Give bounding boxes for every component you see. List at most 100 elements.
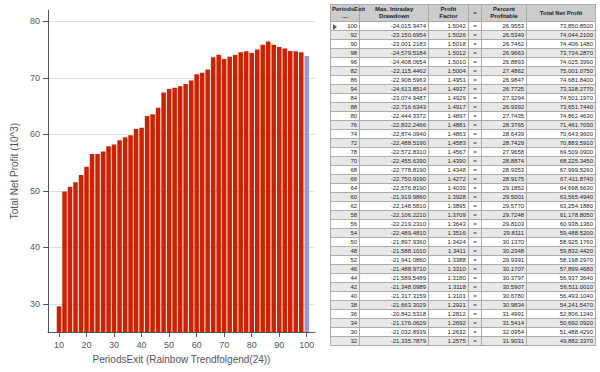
svg-text:50: 50 <box>164 340 174 350</box>
html-text:76: 76 <box>350 121 358 128</box>
html-text:Total Net Profit: Total Net Profit <box>539 9 583 16</box>
html-text:26.9392: 26.9392 <box>502 103 525 110</box>
html-text:-22,444.3372: -22,444.3372 <box>390 112 426 119</box>
html-text:-24,579.5184: -24,579.5184 <box>390 49 426 56</box>
html-text:1.4881: 1.4881 <box>447 121 466 128</box>
html-text:-23,150.6954: -23,150.6954 <box>390 31 426 38</box>
svg-text:10: 10 <box>54 340 64 350</box>
html-text:27.3294: 27.3294 <box>502 94 525 101</box>
html-text:26.7462: 26.7462 <box>502 40 525 47</box>
html-text:-22,716.6343: -22,716.6343 <box>390 103 426 110</box>
html-text:1.5018: 1.5018 <box>447 40 466 47</box>
html-text:69,509.0900: 69,509.0900 <box>559 148 593 155</box>
html-text:PeriodsExit ....: PeriodsExit .... <box>332 6 365 19</box>
html-text:-24,015.9474: -24,015.9474 <box>390 22 426 29</box>
svg-text:30: 30 <box>30 299 40 309</box>
html-text:28.7429: 28.7429 <box>502 139 525 146</box>
html-text:73,850.8500: 73,850.8500 <box>559 22 593 29</box>
html-text:1.4897: 1.4897 <box>447 112 466 119</box>
html-text:84: 84 <box>350 94 358 101</box>
html-text:88: 88 <box>350 103 358 110</box>
svg-text:PeriodsExit (Rainbow Trendfolg: PeriodsExit (Rainbow Trendfolgend(24)) <box>93 354 271 365</box>
html-text:74,044.2100: 74,044.2100 <box>559 31 593 38</box>
html-text:-22,488.5190: -22,488.5190 <box>390 139 426 146</box>
html-text:90: 90 <box>350 40 358 47</box>
svg-text:80: 80 <box>30 16 40 26</box>
html-text:26.9847: 26.9847 <box>502 76 525 83</box>
html-text:70,643.9600: 70,643.9600 <box>559 130 593 137</box>
html-text:26.8893: 26.8893 <box>502 58 525 65</box>
html-text:73,651.7440: 73,651.7440 <box>559 103 593 110</box>
html-text:-22,572.8310: -22,572.8310 <box>390 148 426 155</box>
svg-text:60: 60 <box>192 340 202 350</box>
html-text:1.4937: 1.4937 <box>447 85 466 92</box>
html-text:Percent Profitable: Percent Profitable <box>490 6 518 19</box>
html-text:1.4917: 1.4917 <box>447 103 466 110</box>
svg-text:70: 70 <box>219 340 229 350</box>
html-text:-22,832.2466: -22,832.2466 <box>390 121 426 128</box>
html-text:-22,874.0940: -22,874.0940 <box>390 130 426 137</box>
html-text:1.5012: 1.5012 <box>447 49 466 56</box>
html-text:71,461.7030: 71,461.7030 <box>559 121 593 128</box>
html-text:1.4567: 1.4567 <box>447 148 466 155</box>
html-text:-22,115.4462: -22,115.4462 <box>391 67 426 74</box>
html-text:1.5004: 1.5004 <box>447 67 466 74</box>
html-text:74: 74 <box>350 130 358 137</box>
html-text:26.9553: 26.9553 <box>502 22 525 29</box>
html-text:70,883.5910: 70,883.5910 <box>559 139 593 146</box>
html-text:1.4951: 1.4951 <box>447 76 466 83</box>
html-text:86: 86 <box>350 76 358 83</box>
html-text:74,862.4630: 74,862.4630 <box>559 112 593 119</box>
html-text:92: 92 <box>350 31 358 38</box>
html-text:-23,074.9487: -23,074.9487 <box>390 94 426 101</box>
html-text:28.6439: 28.6439 <box>502 130 525 137</box>
html-text:-22,908.5963: -22,908.5963 <box>390 76 426 83</box>
html-text:73,734.2870: 73,734.2870 <box>559 49 593 56</box>
html-text:1.5010: 1.5010 <box>447 58 466 65</box>
svg-text:60: 60 <box>30 129 40 139</box>
html-text:-23,001.2183: -23,001.2183 <box>390 40 426 47</box>
html-text:1.5026: 1.5026 <box>447 31 466 38</box>
html-text:74,681.8400: 74,681.8400 <box>559 76 593 83</box>
svg-text:Total Net Profit (10^3): Total Net Profit (10^3) <box>9 123 20 219</box>
html-text:27.4862: 27.4862 <box>502 67 525 74</box>
svg-text:30: 30 <box>109 340 119 350</box>
html-text:1.4863: 1.4863 <box>447 130 466 137</box>
html-text:Max. Intraday Drawdown: Max. Intraday Drawdown <box>374 6 414 19</box>
html-text:73,328.2770: 73,328.2770 <box>559 85 593 92</box>
html-text:-22,455.6390: -22,455.6390 <box>390 157 426 164</box>
html-text:94: 94 <box>350 85 358 92</box>
svg-text:40: 40 <box>30 242 40 252</box>
html-text:96: 96 <box>350 58 358 65</box>
html-text:98: 98 <box>350 49 358 56</box>
html-text:1.4929: 1.4929 <box>447 94 466 101</box>
html-text:1.5042: 1.5042 <box>447 22 466 29</box>
html-text:70: 70 <box>350 157 358 164</box>
html-text:74,025.3990: 74,025.3990 <box>559 58 593 65</box>
svg-text:20: 20 <box>82 340 92 350</box>
svg-text:50: 50 <box>30 186 40 196</box>
html-text:26.7725: 26.7725 <box>502 85 525 92</box>
html-text:100: 100 <box>347 22 358 29</box>
html-text:Profit Factor: Profit Factor <box>439 6 458 19</box>
html-text:27.9658: 27.9658 <box>502 148 525 155</box>
svg-text:90: 90 <box>274 340 284 350</box>
html-text:72: 72 <box>350 139 358 146</box>
html-text:75,001.0750: 75,001.0750 <box>559 67 593 74</box>
html-text:78: 78 <box>350 148 358 155</box>
html-text:26.5349: 26.5349 <box>502 31 525 38</box>
html-text:1.4583: 1.4583 <box>447 139 466 146</box>
html-text:-24,408.0654: -24,408.0654 <box>390 58 426 65</box>
svg-text:40: 40 <box>137 340 147 350</box>
svg-text:70: 70 <box>30 73 40 83</box>
html-text:80: 80 <box>350 112 358 119</box>
html-text:74,406.1480: 74,406.1480 <box>559 40 593 47</box>
html-text:-24,613.8514: -24,613.8514 <box>390 85 426 92</box>
svg-text:100: 100 <box>299 340 314 350</box>
html-text:27.7435: 27.7435 <box>502 112 525 119</box>
svg-text:80: 80 <box>247 340 257 350</box>
html-text:74,501.1970: 74,501.1970 <box>559 94 593 101</box>
html-text:26.9663: 26.9663 <box>502 49 525 56</box>
html-text:28.3765: 28.3765 <box>502 121 525 128</box>
html-text:82: 82 <box>350 67 358 74</box>
